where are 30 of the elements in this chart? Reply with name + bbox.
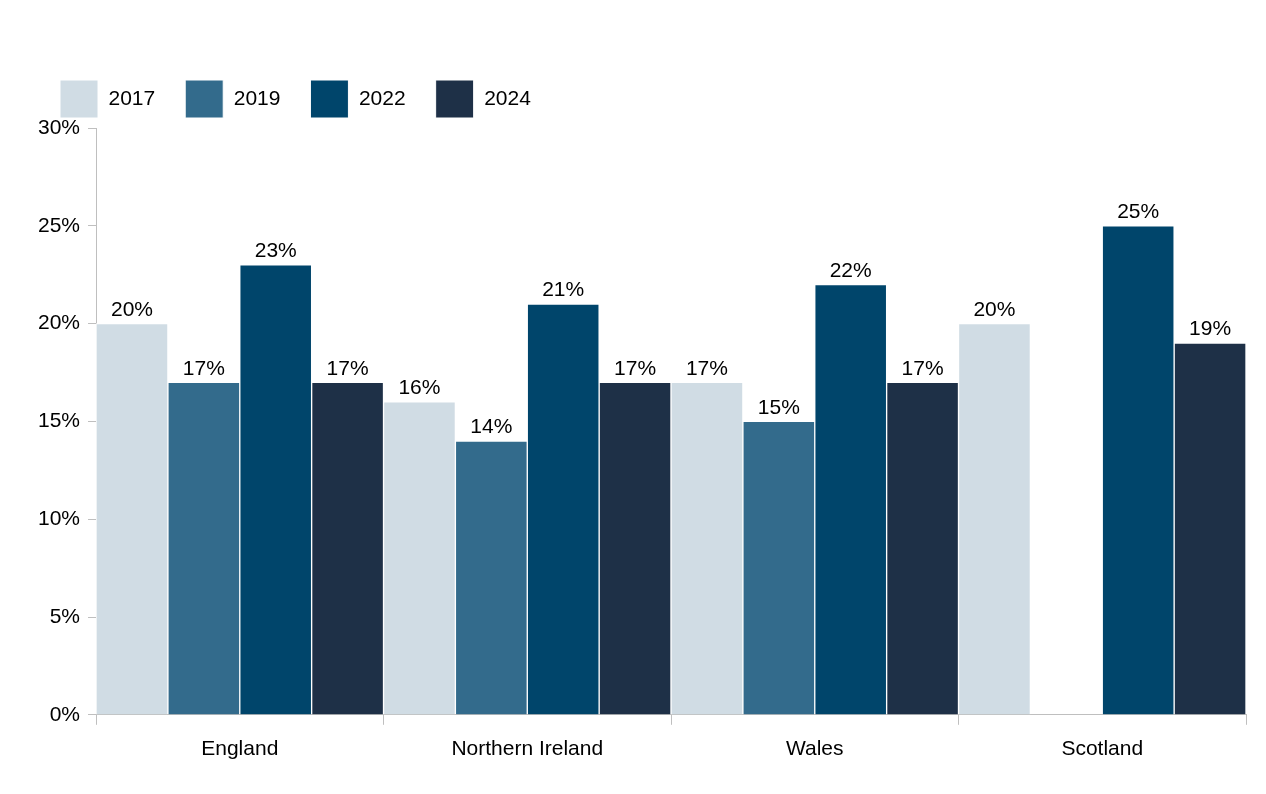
data-label: 15%: [757, 394, 800, 418]
x-tick-label: Scotland: [1061, 736, 1144, 760]
data-label: 17%: [326, 355, 369, 379]
data-label: 14%: [470, 414, 513, 438]
y-tick-label: 15%: [38, 408, 81, 432]
y-tick-label: 30%: [38, 114, 81, 138]
data-label: 17%: [614, 355, 657, 379]
x-tick-label: Northern Ireland: [451, 736, 604, 760]
y-tick-label: 10%: [38, 506, 81, 529]
legend-label: 2022: [358, 85, 406, 109]
data-label: 17%: [901, 355, 944, 379]
data-label: 19%: [1189, 316, 1232, 340]
legend-label: 2024: [484, 85, 532, 109]
y-tick-label: 0%: [49, 701, 81, 725]
data-label: 22%: [829, 257, 872, 281]
x-tick-label: Wales: [785, 736, 844, 760]
data-label: 20%: [973, 296, 1016, 320]
legend-label: 2017: [108, 85, 156, 109]
y-tick-label: 25%: [38, 212, 81, 236]
data-label: 17%: [685, 355, 728, 379]
data-label: 23%: [254, 238, 297, 262]
data-label: 25%: [1117, 199, 1160, 223]
data-label: 16%: [398, 375, 441, 399]
y-tick-label: 20%: [38, 310, 81, 334]
x-tick-label: England: [201, 736, 279, 760]
y-tick-label: 5%: [49, 603, 81, 627]
data-label: 21%: [542, 277, 585, 301]
data-label: 20%: [110, 296, 153, 320]
legend-label: 2019: [233, 85, 281, 109]
data-label: 17%: [182, 355, 225, 379]
